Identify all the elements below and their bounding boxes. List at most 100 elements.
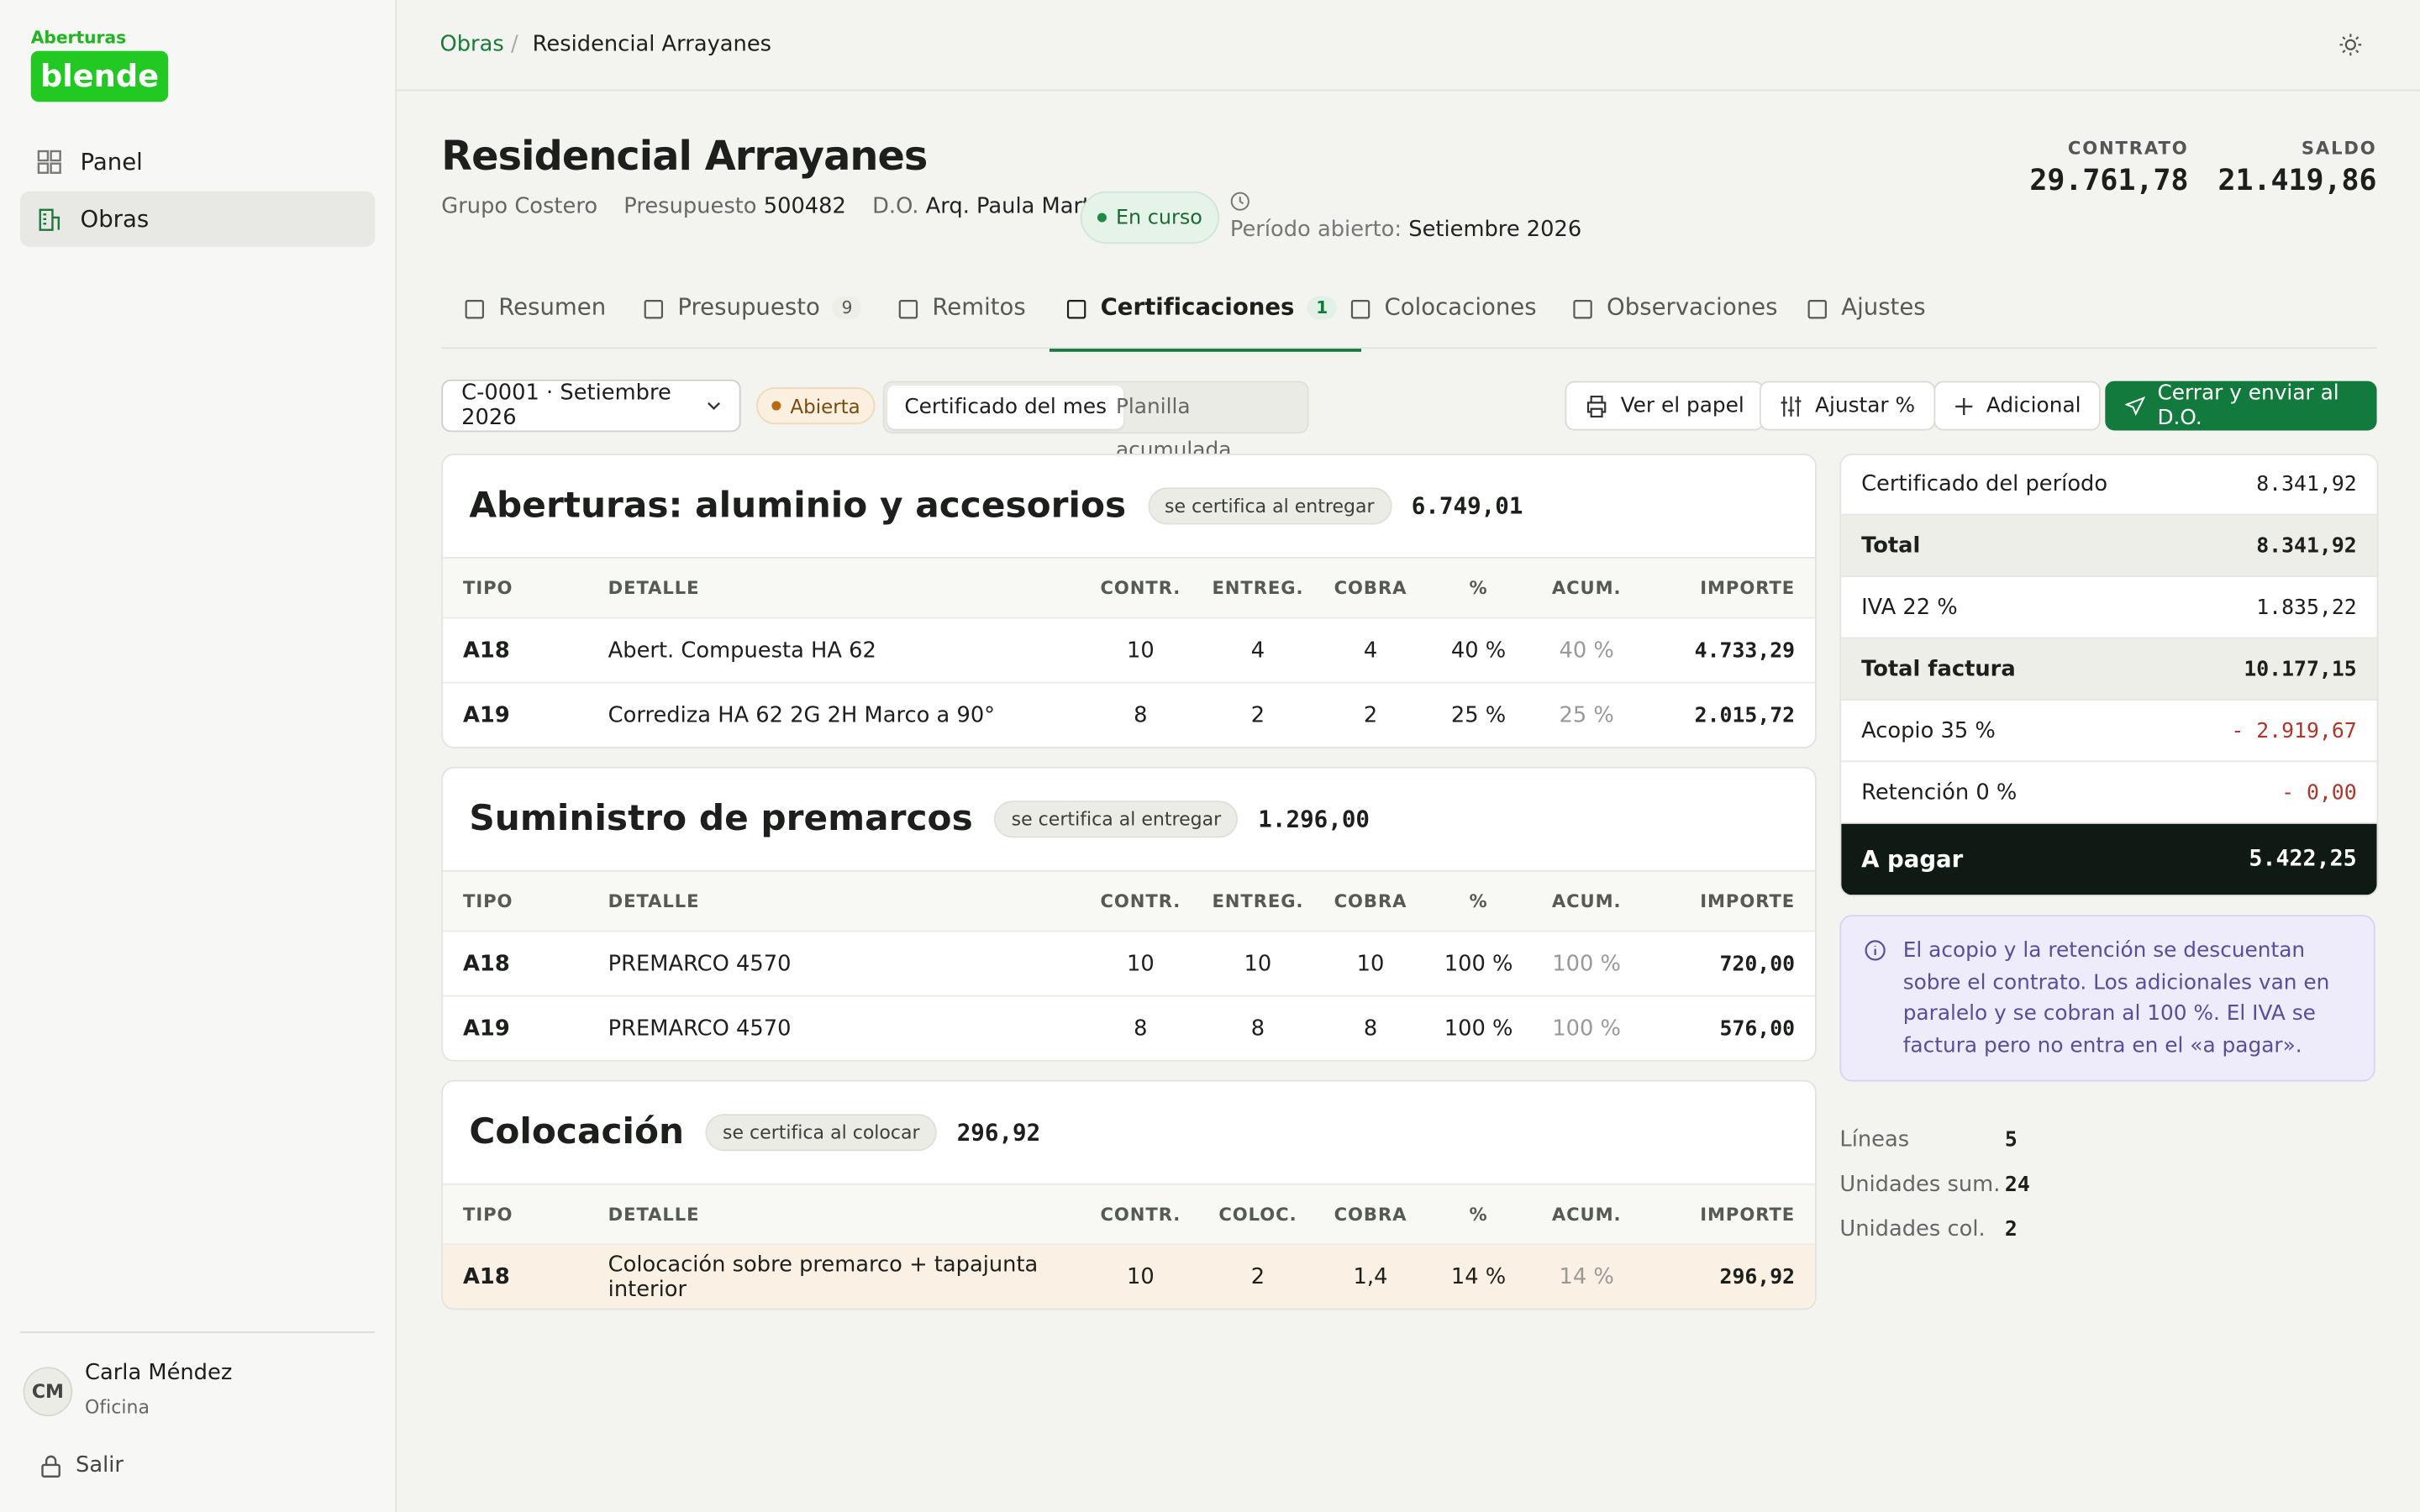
summary-row: Total factura 10.177,15 — [1841, 638, 2377, 701]
button[interactable]: Ajustar % — [1759, 381, 1935, 431]
tab-label: Colocaciones — [1384, 292, 1537, 322]
button-label: Ver el papel — [1620, 393, 1744, 418]
cell: 2 — [1250, 702, 1265, 728]
period: Período abierto: Setiembre 2026 — [1230, 218, 1581, 242]
kpi: SALDO 21.419,86 — [2217, 137, 2376, 197]
column-header: COBRA — [1334, 576, 1407, 599]
cell: 2 — [1363, 702, 1378, 728]
column-header: COLOC. — [1218, 1203, 1297, 1226]
tab[interactable]: Presupuesto 9 — [642, 292, 862, 349]
cell: 14 % — [1559, 1264, 1614, 1289]
section-card: Aberturas: aluminio y accesorios se certi… — [441, 454, 1817, 748]
button-primary[interactable]: Cerrar y enviar al D.O. — [2105, 381, 2377, 431]
client: Grupo Costero — [441, 194, 598, 219]
view-option[interactable]: Certificado del mes — [887, 386, 1124, 429]
column-header: CONTR. — [1100, 576, 1181, 599]
summary-row: IVA 22 % 1.835,22 — [1841, 577, 2377, 639]
button-label: Cerrar y enviar al D.O. — [2157, 381, 2339, 431]
section-title: Aberturas: aluminio y accesorios — [469, 486, 1127, 527]
nav-item[interactable]: Panel — [20, 134, 375, 190]
rule-pill: se certifica al entregar — [994, 801, 1239, 838]
column-header: DETALLE — [608, 1203, 700, 1226]
column-header: ENTREG. — [1212, 890, 1304, 912]
summary-label: IVA 22 % — [1861, 595, 1958, 620]
cell: 25 % — [1450, 702, 1507, 728]
cell: 10 — [1126, 1264, 1155, 1289]
rule-pill: se certifica al entregar — [1147, 487, 1392, 525]
tab-label: Ajustes — [1841, 292, 1926, 322]
kpi-label: CONTRATO — [2067, 137, 2189, 160]
cell: 4 — [1363, 638, 1378, 663]
main: Obras / Residencial Arrayanes Residencia… — [397, 0, 2420, 1512]
cell: A18 — [463, 951, 510, 976]
tab[interactable]: Ajustes — [1806, 293, 1926, 349]
breadcrumb-current: Residencial Arrayanes — [532, 32, 772, 57]
theme-toggle[interactable] — [2338, 33, 2363, 57]
summary-label: Total factura — [1861, 656, 2016, 681]
select-value: C-0001 · Setiembre 2026 — [461, 381, 671, 431]
column-header: % — [1469, 1203, 1488, 1226]
meta-label: D.O. — [872, 194, 919, 219]
summary-total: A pagar 5.422,25 — [1841, 823, 2377, 895]
kpi-label: SALDO — [2301, 137, 2377, 160]
tab-label: Observaciones — [1607, 292, 1778, 322]
stat-label: Unidades col. — [1839, 1217, 1986, 1242]
summary-label: Acopio 35 % — [1861, 718, 1996, 743]
rule-pill: se certifica al colocar — [705, 1114, 937, 1152]
status-badge: En curso — [1080, 191, 1220, 244]
tab-label: Remitos — [932, 292, 1026, 322]
button[interactable]: Ver el papel — [1565, 381, 1765, 431]
brand-small: Aberturas — [30, 28, 127, 48]
column-header: % — [1469, 890, 1488, 912]
tab[interactable]: Resumen — [463, 293, 606, 349]
column-header: IMPORTE — [1700, 890, 1796, 912]
summary-value: 10.177,15 — [2244, 656, 2357, 681]
cell: 8 — [1363, 1016, 1378, 1041]
table-row: A18 PREMARCO 4570 10 10 10 100 % 100 % 720,00 — [443, 932, 1816, 997]
column-header: COBRA — [1334, 890, 1407, 912]
view-option[interactable]: Planilla acumulada — [1115, 395, 1232, 464]
button-label: Adicional — [1986, 393, 2081, 418]
cell: Colocación sobre premarco + tapajunta in… — [608, 1252, 1039, 1302]
cell: 10 — [1244, 951, 1272, 976]
cell: A19 — [463, 1016, 510, 1041]
section-total: 296,92 — [956, 1118, 1041, 1147]
nav-label: Panel — [80, 148, 143, 176]
nav-item[interactable]: Obras — [19, 191, 376, 247]
column-header: DETALLE — [608, 576, 700, 599]
summary-label: Certificado del período — [1861, 472, 2108, 497]
tab-label: Presupuesto — [677, 292, 820, 322]
column-header: TIPO — [463, 1203, 513, 1226]
table-row: A19 Corrediza HA 62 2G 2H Marco a 90° 8 2 2 2… — [443, 684, 1815, 747]
cell: PREMARCO 4570 — [608, 1016, 792, 1041]
stat-label: Unidades sum. — [1839, 1172, 2001, 1198]
period-select[interactable]: C-0001 · Setiembre 2026 — [441, 379, 741, 433]
cell: A19 — [463, 702, 510, 728]
breadcrumb-link[interactable]: Obras — [439, 32, 504, 57]
section-header: Colocación se certifica al colocar 296,92 — [443, 1082, 1816, 1185]
status-dot — [1097, 213, 1107, 223]
stat-value: 5 — [2004, 1127, 2018, 1153]
summary-value: 1.835,22 — [2256, 595, 2357, 620]
column-header: % — [1469, 576, 1488, 599]
page-title: Residencial Arrayanes — [441, 134, 928, 181]
section-card: Suministro de premarcos se certifica al e… — [441, 766, 1817, 1062]
clock-icon — [1230, 192, 1249, 211]
cell: 14 % — [1450, 1264, 1507, 1289]
tab[interactable]: Observaciones — [1571, 292, 1778, 349]
cell: A18 — [463, 1264, 510, 1289]
column-header: ACUM. — [1551, 890, 1622, 912]
cell: 4.733,29 — [1694, 638, 1796, 663]
logout[interactable]: Salir — [40, 1453, 124, 1478]
button[interactable]: Adicional — [1933, 381, 2102, 431]
tab[interactable]: Certificaciones 1 — [1049, 293, 1362, 352]
cell: PREMARCO 4570 — [608, 951, 792, 976]
summary-row: Retención 0 % - 0,00 — [1841, 762, 2377, 824]
summary-value: 8.341,92 — [2256, 472, 2357, 497]
tab[interactable]: Remitos — [897, 293, 1026, 349]
cell: 40 % — [1450, 638, 1507, 663]
avatar: CM — [23, 1367, 73, 1417]
tab[interactable]: Colocaciones — [1349, 292, 1537, 349]
table-header: TIPO DETALLE CONTR. COLOC. COBRA% ACUM. IMPORT… — [443, 1184, 1816, 1246]
